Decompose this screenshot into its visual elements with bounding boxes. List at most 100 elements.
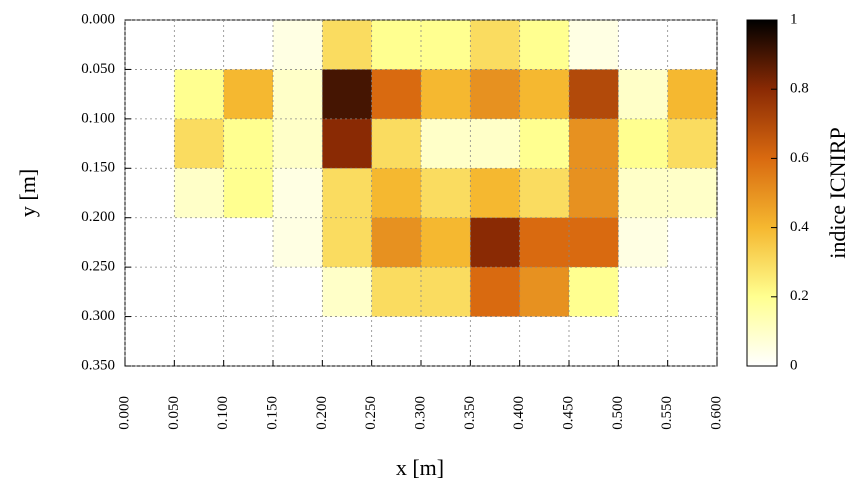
heatmap-cell: [519, 69, 570, 120]
x-tick-label: 0.400: [511, 396, 527, 430]
heatmap-cell: [470, 69, 521, 120]
x-tick-label: 0.600: [708, 396, 724, 430]
y-tick-label: 0.000: [81, 11, 115, 27]
heatmap-cell: [618, 168, 669, 219]
x-tick-label: 0.100: [215, 396, 231, 430]
heatmap-cell: [470, 20, 521, 70]
colorbar-tick-label: 0.8: [790, 81, 809, 97]
x-tick-label: 0.000: [116, 396, 132, 430]
x-tick-label: 0.500: [610, 396, 626, 430]
heatmap-cell: [421, 118, 471, 169]
heatmap-cell: [223, 267, 274, 318]
heatmap-cell: [273, 316, 323, 367]
heatmap-cell: [125, 118, 175, 169]
x-tick-label: 0.350: [462, 396, 478, 430]
heatmap-cell: [223, 217, 274, 268]
heatmap-cell: [125, 69, 175, 120]
heatmap-cell: [569, 267, 619, 318]
heatmap-cell: [322, 20, 373, 70]
heatmap-cell: [667, 316, 718, 367]
heatmap-cell: [371, 168, 422, 219]
heatmap-cell: [322, 118, 373, 169]
heatmap-cell: [273, 217, 323, 268]
heatmap-cell: [322, 168, 373, 219]
x-tick-label: 0.300: [412, 396, 428, 430]
x-tick-label: 0.200: [314, 396, 330, 430]
heatmap-cell: [569, 168, 619, 219]
heatmap-cell: [174, 267, 225, 318]
heatmap-cell: [569, 69, 619, 120]
heatmap-cell: [470, 316, 521, 367]
heatmap-cell: [618, 20, 669, 70]
colorbar-tick-label: 1: [790, 11, 798, 27]
heatmap-cell: [174, 20, 225, 70]
heatmap-cell: [618, 217, 669, 268]
x-axis-label: x [m]: [396, 455, 444, 480]
x-tick-label: 0.150: [264, 396, 280, 430]
heatmap-cell: [125, 20, 175, 70]
colorbar: [746, 19, 778, 367]
heatmap-cell: [421, 20, 471, 70]
heatmap-cell: [667, 267, 718, 318]
x-tick-label: 0.250: [363, 396, 379, 430]
heatmap-cell: [223, 20, 274, 70]
heatmap-cell: [519, 168, 570, 219]
heatmap-cell: [223, 316, 274, 367]
colorbar-tick-label: 0: [790, 357, 798, 373]
heatmap-cell: [519, 118, 570, 169]
heatmap-cell: [667, 20, 718, 70]
heatmap-cell: [273, 118, 323, 169]
heatmap-cell: [470, 267, 521, 318]
heatmap-cell: [421, 168, 471, 219]
heatmap-cell: [667, 168, 718, 219]
heatmap-cell: [421, 217, 471, 268]
heatmap-cell: [569, 20, 619, 70]
heatmap-cell: [421, 316, 471, 367]
colorbar-tick-label: 0.6: [790, 150, 809, 166]
heatmap-cell: [519, 217, 570, 268]
heatmap-cell: [421, 267, 471, 318]
heatmap-cell: [273, 20, 323, 70]
heatmap-cell: [371, 217, 422, 268]
heatmap-cell: [618, 118, 669, 169]
heatmap-cell: [322, 267, 373, 318]
heatmap-cell: [618, 267, 669, 318]
heatmap-cell: [223, 168, 274, 219]
heatmap-cell: [371, 118, 422, 169]
y-axis-label: y [m]: [15, 169, 40, 217]
heatmap-cell: [470, 217, 521, 268]
heatmap-cell: [223, 69, 274, 120]
heatmap-cell: [174, 118, 225, 169]
heatmap-cell: [470, 118, 521, 169]
heatmap-cell: [371, 267, 422, 318]
y-tick-label: 0.200: [81, 209, 115, 225]
y-tick-label: 0.300: [81, 308, 115, 324]
heatmap-cell: [667, 217, 718, 268]
colorbar-tick-label: 0.4: [790, 219, 809, 235]
y-tick-label: 0.100: [81, 110, 115, 126]
heatmap-cell: [667, 69, 718, 120]
heatmap-cell: [322, 217, 373, 268]
heatmap-cell: [125, 267, 175, 318]
colorbar-label: indice ICNIRP: [825, 127, 850, 258]
heatmap-cell: [371, 20, 422, 70]
heatmap-cell: [174, 316, 225, 367]
heatmap-cell: [421, 69, 471, 120]
heatmap-cell: [322, 69, 373, 120]
heatmap-cell: [322, 316, 373, 367]
heatmap-cell: [519, 316, 570, 367]
heatmap-cell: [519, 267, 570, 318]
x-tick-label: 0.550: [659, 396, 675, 430]
heatmap-cell: [371, 316, 422, 367]
heatmap-cell: [273, 69, 323, 120]
heatmap-cell: [125, 316, 175, 367]
y-tick-label: 0.350: [81, 357, 115, 373]
heatmap-cell: [470, 168, 521, 219]
x-tick-label: 0.450: [560, 396, 576, 430]
heatmap-cell: [519, 20, 570, 70]
y-tick-label: 0.150: [81, 160, 115, 176]
heatmap-cell: [371, 69, 422, 120]
heatmap-cell: [618, 316, 669, 367]
heatmap-cell: [273, 267, 323, 318]
